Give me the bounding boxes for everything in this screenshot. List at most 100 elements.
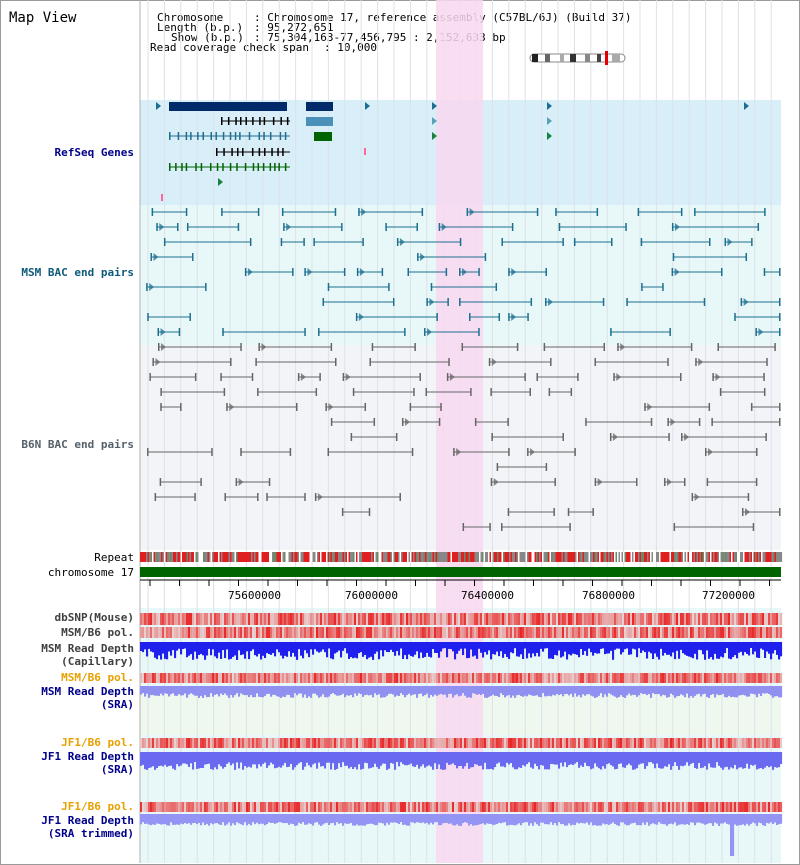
repeat-segment [659, 552, 661, 562]
polymorphism-cell [142, 613, 145, 625]
polymorphism-cell [558, 802, 561, 812]
polymorphism-cell [546, 613, 549, 625]
read-depth-bar [306, 752, 309, 763]
bac-end [157, 343, 160, 351]
polymorphism-cell [310, 673, 313, 683]
read-depth-bar [230, 642, 233, 659]
gene-exon [263, 132, 265, 140]
polymorphism-cell [706, 613, 709, 625]
read-depth-bar [778, 752, 781, 768]
polymorphism-cell [188, 613, 191, 625]
polymorphism-cell [152, 673, 155, 683]
repeat-segment [602, 552, 604, 562]
polymorphism-cell [246, 802, 249, 812]
polymorphism-cell [304, 802, 307, 812]
read-depth-bar [430, 752, 433, 767]
read-depth-bar [174, 642, 177, 659]
read-depth-bar [768, 686, 771, 695]
polymorphism-cell [452, 802, 455, 812]
read-depth-bar [274, 814, 277, 824]
read-depth-bar [218, 686, 221, 697]
polymorphism-cell [158, 673, 161, 683]
polymorphism-cell [730, 738, 733, 748]
read-depth-bar [388, 814, 391, 825]
read-depth-bar [608, 686, 611, 694]
read-depth-bar [180, 642, 183, 655]
read-depth-bar [402, 752, 405, 765]
bac-end [602, 298, 605, 306]
bac-end [381, 268, 384, 276]
read-depth-bar [172, 814, 175, 825]
read-depth-bar [394, 686, 397, 697]
polymorphism-cell [188, 738, 191, 748]
bac-end [178, 328, 181, 336]
read-depth-bar [404, 814, 407, 825]
polymorphism-cell [262, 738, 265, 748]
read-depth-bar [368, 814, 371, 824]
read-depth-bar [672, 642, 675, 653]
polymorphism-cell [748, 613, 751, 625]
read-depth-bar [174, 686, 177, 696]
repeat-segment [312, 552, 315, 562]
polymorphism-cell [628, 613, 631, 625]
read-depth-bar [462, 686, 465, 694]
repeat-segment [653, 552, 655, 562]
polymorphism-cell [618, 613, 621, 625]
polymorphism-cell [184, 738, 187, 748]
read-depth-bar [510, 642, 513, 653]
repeat-segment [240, 552, 243, 562]
repeat-segment [471, 552, 474, 562]
read-depth-bar [284, 752, 287, 763]
polymorphism-cell [214, 802, 217, 812]
polymorphism-cell [496, 738, 499, 748]
polymorphism-cell [262, 613, 265, 625]
repeat-segment [327, 552, 330, 562]
gene-exon [236, 163, 238, 171]
polymorphism-cell [292, 802, 295, 812]
read-depth-bar [336, 686, 339, 696]
read-depth-bar [462, 642, 465, 656]
gene-exon [262, 163, 265, 171]
polymorphism-cell [374, 613, 377, 625]
polymorphism-cell [340, 627, 343, 638]
read-depth-bar [668, 814, 671, 825]
read-depth-bar [422, 814, 425, 823]
polymorphism-cell [156, 613, 159, 625]
read-depth-bar [728, 814, 731, 825]
polymorphism-cell [470, 613, 473, 625]
read-depth-bar [746, 752, 749, 764]
read-depth-bar [458, 752, 461, 767]
read-depth-bar [382, 814, 385, 824]
read-depth-bar [412, 752, 415, 767]
polymorphism-cell [476, 613, 479, 625]
polymorphism-cell [250, 673, 253, 683]
bac-end [567, 508, 570, 516]
repeat-segment [392, 552, 394, 562]
polymorphism-cell [226, 613, 229, 625]
polymorphism-cell [606, 613, 609, 625]
repeat-segment [603, 552, 606, 562]
repeat-segment [230, 552, 232, 562]
polymorphism-cell [490, 673, 493, 683]
polymorphism-cell [478, 673, 481, 683]
read-depth-bar [472, 814, 475, 826]
polymorphism-cell [610, 802, 613, 812]
read-depth-bar [144, 814, 147, 824]
read-depth-bar [204, 686, 207, 696]
read-depth-bar [516, 752, 519, 770]
read-depth-bar [586, 752, 589, 766]
repeat-segment [416, 552, 418, 562]
read-depth-bar [476, 642, 479, 659]
bac-end [508, 268, 510, 276]
read-depth-bar [146, 642, 149, 657]
polymorphism-cell [692, 738, 695, 748]
bac-end [490, 478, 493, 486]
polymorphism-cell [708, 802, 711, 812]
polymorphism-cell [314, 738, 317, 748]
repeat-segment [282, 552, 285, 562]
read-depth-bar [322, 642, 325, 650]
polymorphism-cell [508, 673, 511, 683]
polymorphism-cell [390, 738, 393, 748]
read-depth-bar [338, 752, 341, 764]
